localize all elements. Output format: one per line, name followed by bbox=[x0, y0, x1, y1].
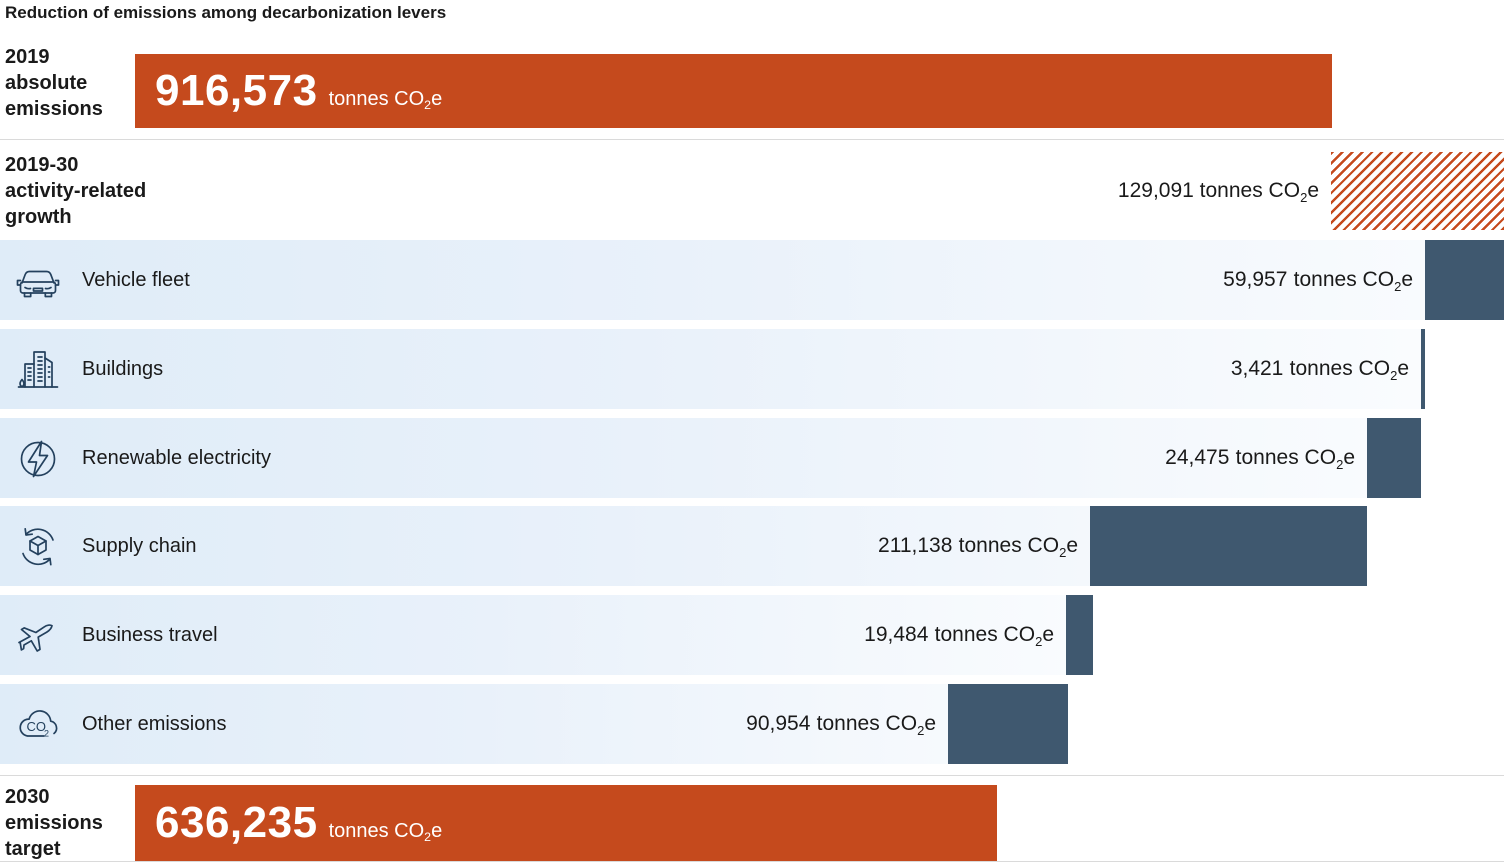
car-icon bbox=[14, 256, 62, 304]
growth-value: 129,091 tonnes CO2e bbox=[1117, 179, 1319, 205]
bar-2019-absolute-emissions: 916,573 tonnes CO2e bbox=[135, 54, 1332, 128]
bar-value-group: 636,235 tonnes CO2e bbox=[155, 798, 442, 848]
lever-bar bbox=[948, 684, 1068, 764]
lever-value: 90,954 tonnes CO2e bbox=[746, 712, 936, 738]
lever-value: 59,957 tonnes CO2e bbox=[1223, 268, 1413, 294]
divider-bottom bbox=[0, 775, 1504, 776]
lever-value: 3,421 tonnes CO2e bbox=[1230, 357, 1409, 383]
bar-2030-emissions-target: 636,235 tonnes CO2e bbox=[135, 785, 997, 861]
lever-bar bbox=[1367, 418, 1421, 498]
lever-label: Vehicle fleet bbox=[82, 268, 190, 291]
row-label-growth: 2019-30 activity-related growth bbox=[5, 154, 147, 228]
lever-value: 19,484 tonnes CO2e bbox=[864, 623, 1054, 649]
lever-label: Supply chain bbox=[82, 534, 197, 557]
svg-text:2: 2 bbox=[44, 729, 49, 739]
row-label-2030-target: 2030 emissions target bbox=[5, 786, 103, 860]
lightning-icon bbox=[14, 434, 62, 482]
lever-row-business-travel: Business travel 19,484 tonnes CO2e bbox=[0, 595, 1093, 675]
lever-value: 24,475 tonnes CO2e bbox=[1165, 446, 1355, 472]
bar-unit: tonnes CO2e bbox=[328, 88, 443, 113]
lever-row-vehicle-fleet: Vehicle fleet 59,957 tonnes CO2e bbox=[0, 240, 1504, 320]
lever-row-renewable-electricity: Renewable electricity 24,475 tonnes CO2e bbox=[0, 418, 1421, 498]
divider-top bbox=[0, 139, 1504, 140]
lever-bar bbox=[1425, 240, 1504, 320]
svg-text:CO: CO bbox=[27, 719, 47, 734]
bar-value: 636,235 bbox=[155, 798, 318, 847]
supply-chain-icon bbox=[14, 522, 62, 570]
bar-value-group: 916,573 tonnes CO2e bbox=[155, 66, 442, 116]
divider-baseline bbox=[0, 861, 1504, 862]
buildings-icon bbox=[14, 345, 62, 393]
lever-row-buildings: Buildings 3,421 tonnes CO2e bbox=[0, 329, 1425, 409]
lever-row-other-emissions: CO 2 Other emissions 90,954 tonnes CO2e bbox=[0, 684, 1068, 764]
lever-label: Renewable electricity bbox=[82, 446, 271, 469]
lever-label: Other emissions bbox=[82, 712, 227, 735]
bar-value: 916,573 bbox=[155, 66, 318, 115]
lever-label: Business travel bbox=[82, 623, 218, 646]
lever-bar bbox=[1066, 595, 1093, 675]
lever-label: Buildings bbox=[82, 357, 164, 380]
lever-value: 211,138 tonnes CO2e bbox=[878, 534, 1078, 560]
lever-bar bbox=[1090, 506, 1367, 586]
chart-title: Reduction of emissions among decarboniza… bbox=[5, 3, 447, 22]
co2-cloud-icon: CO 2 bbox=[14, 700, 62, 748]
row-label-2019-absolute-emissions: 2019 absolute emissions bbox=[5, 46, 103, 120]
lever-row-supply-chain: Supply chain 211,138 tonnes CO2e bbox=[0, 506, 1367, 586]
bar-growth-hatched bbox=[1331, 152, 1504, 230]
airplane-icon bbox=[14, 611, 62, 659]
lever-bar bbox=[1421, 329, 1425, 409]
bar-unit: tonnes CO2e bbox=[328, 820, 443, 845]
